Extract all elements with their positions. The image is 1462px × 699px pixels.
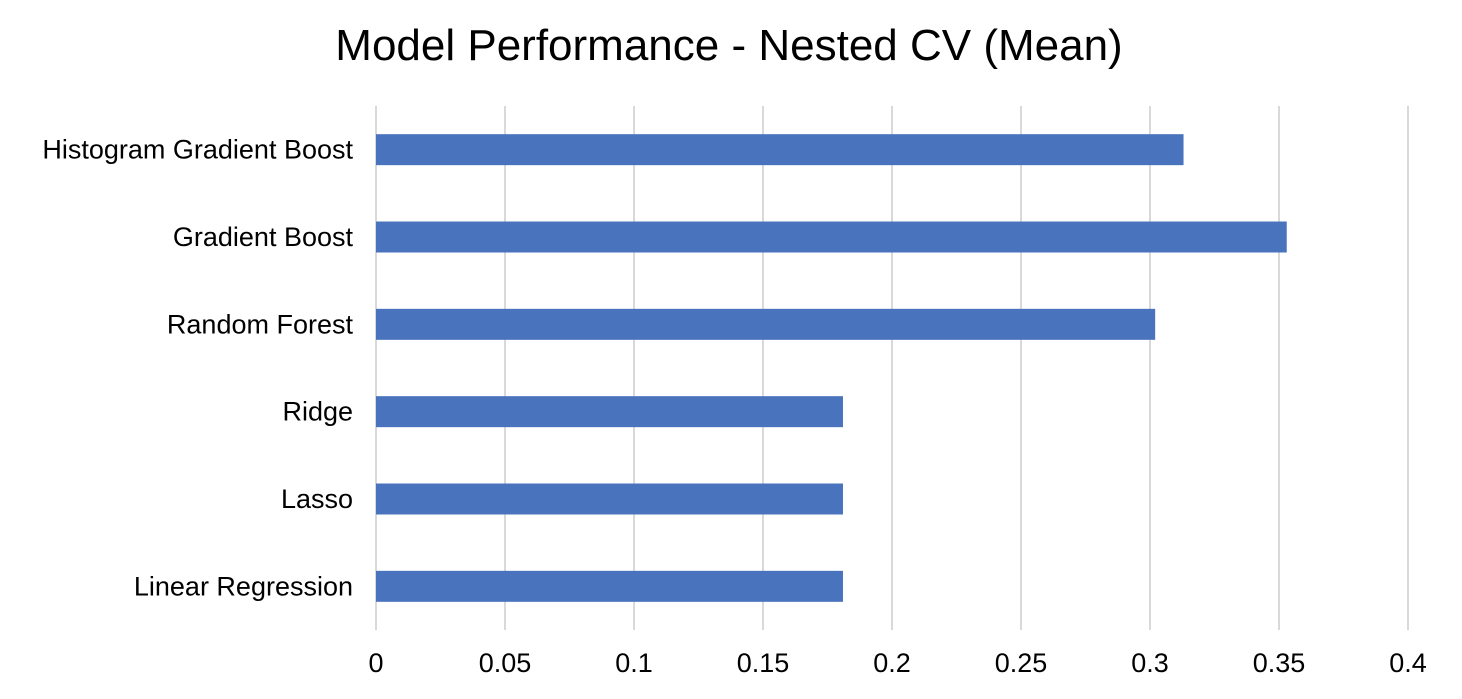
x-tick-label-2: 0.1	[615, 648, 653, 678]
x-tick-label-7: 0.35	[1253, 648, 1306, 678]
category-label-0: Histogram Gradient Boost	[42, 135, 353, 165]
x-tick-label-1: 0.05	[479, 648, 532, 678]
x-axis-tick-labels: 0 0.05 0.1 0.15 0.2 0.25 0.3 0.35 0.4	[368, 648, 1426, 678]
chart-title: Model Performance - Nested CV (Mean)	[335, 21, 1122, 70]
category-label-2: Random Forest	[167, 309, 354, 339]
x-tick-label-0: 0	[368, 648, 383, 678]
category-labels: Histogram Gradient Boost Gradient Boost Ra…	[42, 135, 353, 602]
category-label-1: Gradient Boost	[173, 222, 354, 252]
x-tick-label-4: 0.2	[873, 648, 911, 678]
x-tick-label-8: 0.4	[1389, 648, 1427, 678]
category-label-3: Ridge	[282, 397, 353, 427]
x-tick-label-5: 0.25	[995, 648, 1048, 678]
bar-4	[376, 483, 843, 515]
bar-5	[376, 570, 843, 602]
bar-2	[376, 308, 1156, 340]
x-tick-label-6: 0.3	[1131, 648, 1169, 678]
category-label-4: Lasso	[281, 484, 353, 514]
gridlines	[375, 106, 1409, 630]
bar-3	[376, 396, 843, 428]
bar-1	[376, 221, 1287, 253]
bar-0	[376, 134, 1184, 166]
bars	[376, 134, 1287, 602]
category-label-5: Linear Regression	[134, 571, 353, 601]
x-tick-label-3: 0.15	[737, 648, 790, 678]
